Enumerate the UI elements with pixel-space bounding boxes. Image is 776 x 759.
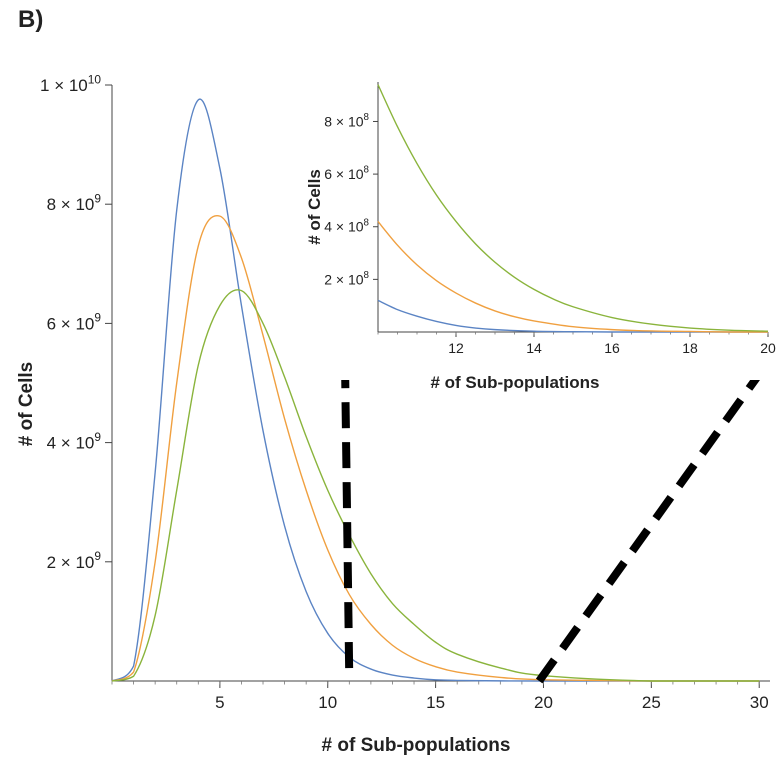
inset-series-2-line (377, 84, 769, 332)
inset-x-tick-label: 18 (682, 340, 698, 356)
main-x-tick-label: 20 (534, 693, 553, 712)
inset-x-tick-label: 12 (448, 340, 464, 356)
main-y-tick-exp: 9 (94, 311, 101, 325)
main-x-axis-title: # of Sub-populations (322, 735, 511, 756)
main-y-tick-base: 8 × 10 (47, 195, 95, 214)
main-y-axis-title: # of Cells (16, 362, 37, 446)
inset-y-tick-base: 2 × 10 (324, 271, 364, 287)
main-y-tick-label: 4 × 109 (47, 430, 102, 453)
inset-y-tick-label: 8 × 108 (324, 112, 369, 129)
inset-x-tick-label: 16 (604, 340, 620, 356)
inset-y-tick-base: 8 × 10 (324, 113, 364, 129)
inset-y-tick-base: 6 × 10 (324, 166, 364, 182)
main-y-tick-label: 8 × 109 (47, 192, 102, 215)
inset-x-axis-title: # of Sub-populations (430, 373, 599, 392)
main-series-2-line (111, 289, 760, 682)
main-series-1-line (111, 214, 760, 682)
inset-y-tick-exp: 8 (364, 270, 370, 281)
inset-series-1-line (377, 221, 768, 333)
main-y-tick-base: 1 × 10 (40, 76, 88, 95)
main-y-tick-label: 1 × 1010 (40, 72, 101, 95)
inset-x-tick-label: 14 (526, 340, 542, 356)
main-series-0-line (111, 98, 760, 682)
main-dashed-line-0 (340, 362, 354, 682)
panel-label: B) (18, 6, 44, 33)
main-dashed-line-1 (535, 356, 774, 684)
inset-y-tick-label: 6 × 108 (324, 165, 369, 182)
main-x-tick-label: 30 (750, 693, 769, 712)
main-y-tick-exp: 9 (94, 192, 101, 206)
main-y-tick-base: 4 × 10 (47, 434, 95, 453)
inset-y-tick-label: 2 × 108 (324, 270, 369, 287)
main-y-tick-label: 2 × 109 (47, 549, 102, 572)
main-y-tick-exp: 9 (94, 430, 101, 444)
main-y-tick-label: 6 × 109 (47, 311, 102, 334)
main-x-tick-label: 10 (318, 693, 337, 712)
inset-y-tick-exp: 8 (364, 165, 370, 176)
inset-y-tick-label: 4 × 108 (324, 217, 369, 234)
main-y-tick-base: 2 × 10 (47, 553, 95, 572)
inset-y-tick-exp: 8 (364, 217, 370, 228)
inset-x-tick-label: 20 (760, 340, 776, 356)
main-x-tick-label: 15 (426, 693, 445, 712)
inset-y-axis-title: # of Cells (305, 169, 324, 245)
inset-y-tick-base: 4 × 10 (324, 219, 364, 235)
main-y-tick-exp: 10 (88, 72, 102, 86)
inset-background (300, 50, 776, 380)
main-x-tick-label: 25 (642, 693, 661, 712)
main-y-tick-exp: 9 (94, 549, 101, 563)
main-y-tick-base: 6 × 10 (47, 314, 95, 333)
inset-y-tick-exp: 8 (364, 112, 370, 123)
main-x-tick-label: 5 (215, 693, 224, 712)
